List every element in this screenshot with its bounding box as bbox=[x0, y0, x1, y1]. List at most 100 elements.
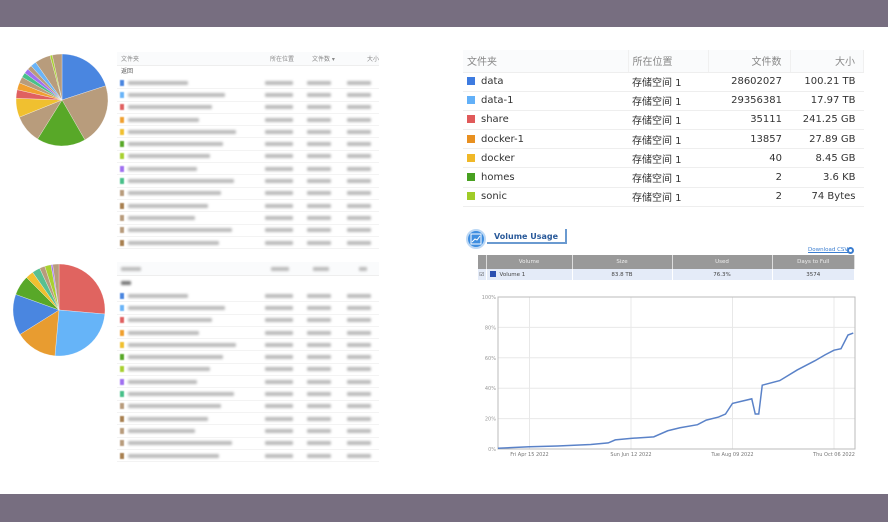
folder-row[interactable]: homes 存储空间 1 2 3.6 KB bbox=[463, 167, 864, 188]
table-row[interactable] bbox=[117, 188, 379, 200]
folder-color-swatch bbox=[120, 165, 124, 172]
table-row[interactable] bbox=[117, 376, 379, 389]
folder-color-swatch bbox=[120, 415, 124, 422]
table-row[interactable] bbox=[117, 212, 379, 225]
select-all-checkbox[interactable] bbox=[478, 255, 487, 269]
pie-slice[interactable] bbox=[37, 99, 86, 147]
pie-slice[interactable] bbox=[52, 263, 60, 311]
pie-slice[interactable] bbox=[61, 53, 106, 101]
chart-icon bbox=[466, 229, 486, 249]
folder-color-swatch bbox=[120, 141, 124, 148]
col-size[interactable]: 大小 bbox=[790, 50, 864, 73]
folder-color-swatch bbox=[120, 227, 124, 234]
col-files[interactable]: 文件数 bbox=[708, 50, 791, 73]
download-icon[interactable] bbox=[847, 247, 854, 254]
table-row[interactable] bbox=[117, 225, 379, 237]
y-tick-label: 40% bbox=[485, 386, 496, 392]
folder-size: 241.25 GB bbox=[790, 110, 864, 131]
table-row[interactable] bbox=[117, 114, 379, 127]
folder-color-swatch bbox=[467, 115, 475, 124]
table-rows bbox=[117, 77, 379, 250]
table-header: 文件夹 所在位置 文件数 ▾ 大小 bbox=[117, 52, 379, 66]
table-row[interactable] bbox=[117, 290, 379, 303]
back-link[interactable]: 返回 bbox=[121, 68, 134, 75]
table-row[interactable] bbox=[117, 315, 379, 327]
table-row[interactable] bbox=[117, 102, 379, 114]
folder-row[interactable]: data 存储空间 1 28602027 100.21 TB bbox=[463, 72, 864, 92]
folder-row[interactable]: data-1 存储空间 1 29356381 17.97 TB bbox=[463, 91, 864, 111]
folder-file-count: 40 bbox=[708, 148, 790, 169]
folder-color-swatch bbox=[120, 116, 124, 123]
table-row[interactable] bbox=[117, 89, 379, 102]
pie-slice[interactable] bbox=[58, 263, 106, 315]
folder-file-count: 35111 bbox=[708, 110, 790, 131]
pie-slice[interactable] bbox=[61, 85, 109, 141]
folder-size: 74 Bytes bbox=[790, 187, 864, 207]
col-folder[interactable]: 文件夹 bbox=[463, 50, 629, 73]
pie-slice[interactable] bbox=[54, 309, 105, 357]
table-row[interactable] bbox=[117, 425, 379, 438]
folder-row[interactable]: docker-1 存储空间 1 13857 27.89 GB bbox=[463, 129, 864, 150]
table-row[interactable] bbox=[117, 388, 379, 401]
bottom-pie-chart bbox=[12, 263, 106, 357]
table-row[interactable] bbox=[117, 237, 379, 250]
col-location[interactable]: 所在位置 bbox=[270, 56, 295, 63]
col-days-to-full: Days to Full bbox=[772, 255, 855, 269]
table-row[interactable] bbox=[117, 163, 379, 176]
pie-slice[interactable] bbox=[52, 53, 63, 101]
table-row[interactable] bbox=[117, 200, 379, 213]
table-row[interactable] bbox=[117, 327, 379, 340]
folder-color-swatch bbox=[120, 292, 124, 299]
table-row[interactable] bbox=[117, 302, 379, 315]
folder-file-count: 29356381 bbox=[708, 91, 790, 111]
folder-color-swatch bbox=[120, 354, 124, 361]
x-tick-label: Tue Aug 09 2022 bbox=[710, 452, 753, 458]
folder-location: 存储空间 1 bbox=[628, 148, 708, 169]
folder-color-swatch bbox=[467, 96, 475, 105]
folder-color-swatch bbox=[120, 452, 124, 459]
folder-color-swatch bbox=[120, 391, 124, 398]
table-row[interactable] bbox=[117, 138, 379, 151]
volume-checkbox[interactable]: ☑ bbox=[478, 269, 487, 280]
folder-size: 3.6 KB bbox=[790, 167, 864, 188]
volume-row[interactable]: ☑ Volume 1 83.8 TB 76.3% 3574 bbox=[478, 269, 855, 280]
folder-size: 8.45 GB bbox=[790, 148, 864, 169]
download-csv-link[interactable]: Download CSV bbox=[808, 247, 849, 253]
col-used: Used bbox=[672, 255, 773, 269]
col-size[interactable]: 大小 bbox=[366, 56, 379, 63]
bottom-folder-table-blurred bbox=[117, 262, 379, 463]
table-row[interactable] bbox=[117, 175, 379, 188]
folder-location: 存储空间 1 bbox=[628, 110, 708, 131]
table-row[interactable] bbox=[117, 364, 379, 377]
table-row[interactable] bbox=[117, 151, 379, 164]
folder-row[interactable]: share 存储空间 1 35111 241.25 GB bbox=[463, 110, 864, 131]
table-row[interactable] bbox=[117, 77, 379, 90]
folder-file-count: 13857 bbox=[708, 129, 790, 150]
folder-color-swatch bbox=[467, 77, 475, 86]
col-files[interactable]: 文件数 ▾ bbox=[312, 56, 335, 63]
folder-location: 存储空间 1 bbox=[628, 187, 708, 207]
folder-row[interactable]: docker 存储空间 1 40 8.45 GB bbox=[463, 148, 864, 169]
folder-name: docker bbox=[481, 152, 515, 164]
col-folder[interactable]: 文件夹 bbox=[121, 56, 140, 63]
volume-usage-line-chart: 0% 20% 40% 60% 80% 100% Fri Apr 15 2022 Sun Jun… bbox=[482, 295, 856, 458]
folder-row[interactable]: sonic 存储空间 1 2 74 Bytes bbox=[463, 187, 864, 207]
col-location[interactable]: 所在位置 bbox=[628, 50, 709, 73]
folder-color-swatch bbox=[120, 104, 124, 111]
table-row[interactable] bbox=[117, 126, 379, 139]
y-tick-label: 80% bbox=[485, 325, 496, 331]
table-row[interactable] bbox=[117, 401, 379, 413]
table-row[interactable] bbox=[117, 438, 379, 450]
folder-color-swatch bbox=[120, 341, 124, 348]
y-tick-label: 20% bbox=[485, 417, 496, 423]
folder-location: 存储空间 1 bbox=[628, 129, 708, 150]
table-row[interactable] bbox=[117, 351, 379, 364]
table-row[interactable] bbox=[117, 450, 379, 463]
folder-color-swatch bbox=[120, 202, 124, 209]
folder-name: data-1 bbox=[481, 95, 514, 107]
table-row[interactable] bbox=[117, 413, 379, 426]
table-row[interactable] bbox=[117, 339, 379, 352]
top-band bbox=[0, 0, 888, 27]
folder-color-swatch bbox=[120, 366, 124, 373]
folder-color-swatch bbox=[120, 178, 124, 185]
